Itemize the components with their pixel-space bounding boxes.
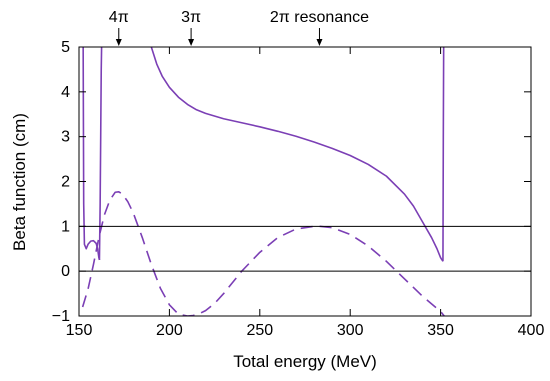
- solid-series-0-segment-1: [98, 47, 103, 260]
- x-tick-label: 300: [337, 322, 364, 339]
- x-tick-label: 400: [518, 322, 545, 339]
- resonance-annotation-label: 2π resonance: [270, 9, 369, 26]
- resonance-annotation-label: 4π: [109, 9, 129, 26]
- dashed-series-1-segment-0: [81, 191, 445, 316]
- x-tick-label: 350: [427, 322, 454, 339]
- solid-series-0-segment-2: [150, 47, 444, 262]
- y-tick-label: 1: [61, 218, 70, 235]
- plot-content: [81, 47, 445, 316]
- resonance-annotation-label: 3π: [181, 9, 201, 26]
- x-tick-label: 250: [246, 322, 273, 339]
- reference-lines: [79, 225, 531, 272]
- x-tick-label: 150: [66, 322, 93, 339]
- x-tick-label: 200: [156, 322, 183, 339]
- y-tick-label: 3: [61, 129, 70, 146]
- annotations: 4π 3π 2π resonance: [109, 9, 369, 46]
- y-tick-label: 4: [61, 84, 70, 101]
- annotation-arrow-head: [188, 39, 195, 46]
- annotation-arrow-head: [115, 39, 122, 46]
- annotation-arrow-head: [316, 39, 323, 46]
- plot-frame: [78, 46, 532, 317]
- solid-series-0-segment-0: [82, 47, 101, 261]
- solid-series-0-segment-3: [442, 47, 445, 262]
- y-axis-title: Beta function (cm): [10, 113, 29, 251]
- axis-ticks: [78, 46, 532, 317]
- tick-labels: 150 200 250 300 350 400 −1 0 1 2 3 4 5: [52, 39, 545, 339]
- x-axis-title: Total energy (MeV): [233, 352, 377, 371]
- y-tick-label: 2: [61, 174, 70, 191]
- y-tick-label: 0: [61, 263, 70, 280]
- y-tick-label: 5: [61, 39, 70, 56]
- y-tick-label: −1: [52, 308, 70, 325]
